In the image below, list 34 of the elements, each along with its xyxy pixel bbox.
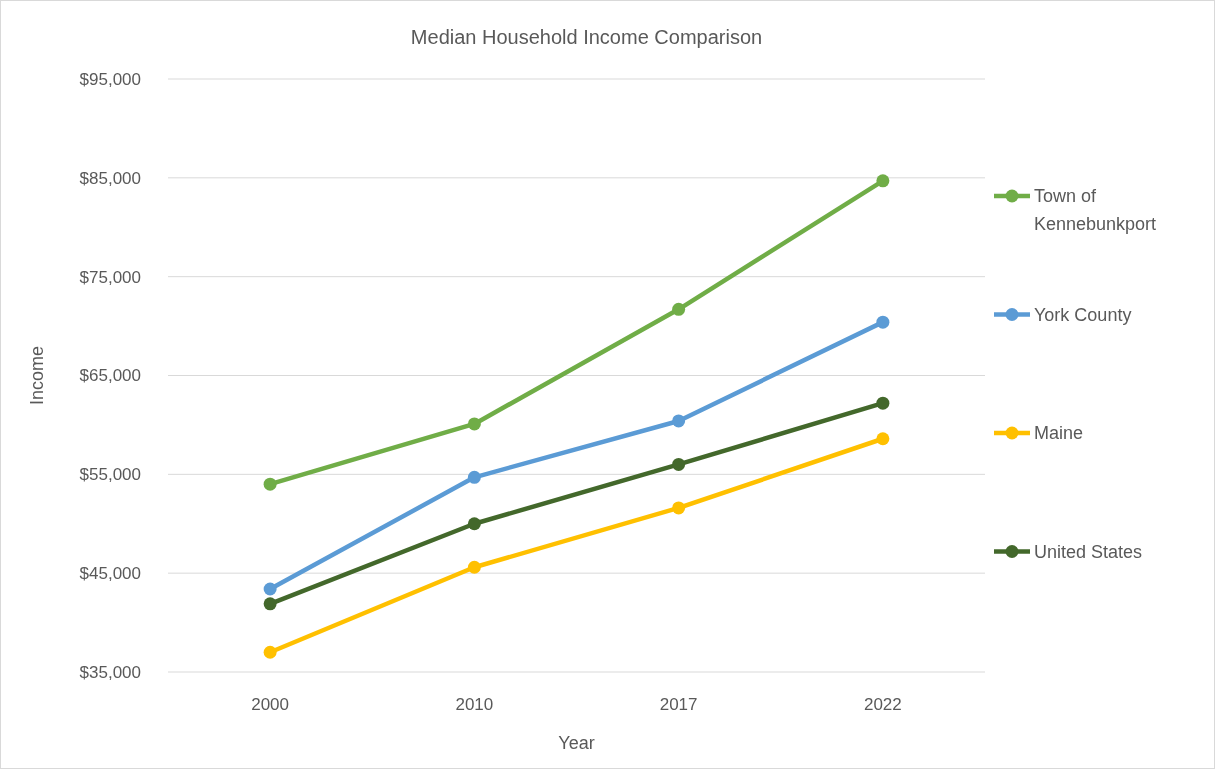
y-axis-title: Income: [27, 345, 47, 406]
y-tick-label: $85,000: [79, 168, 141, 188]
x-tick-label: 2010: [455, 695, 494, 714]
x-tick-label: 2017: [659, 695, 698, 714]
point: [263, 597, 277, 611]
point: [467, 560, 481, 574]
point: [263, 582, 277, 596]
y-tick-label: $95,000: [79, 69, 141, 89]
legend-label: United States: [1034, 541, 1143, 562]
x-tick-label: 2000: [251, 695, 290, 714]
point: [672, 414, 686, 428]
y-tick-label: $65,000: [79, 366, 141, 386]
legend-label: York County: [1034, 304, 1132, 325]
x-tick-label: 2022: [863, 695, 902, 714]
point: [876, 396, 890, 410]
legend-label: Town of Kennebunkport: [1034, 186, 1157, 235]
point: [876, 174, 890, 188]
point: [672, 501, 686, 515]
y-tick-label: $75,000: [79, 267, 141, 287]
point: [876, 315, 890, 329]
y-tick-label: $45,000: [79, 564, 141, 584]
point: [467, 517, 481, 531]
legend-label: Maine: [1034, 423, 1084, 444]
point: [672, 457, 686, 471]
point: [672, 302, 686, 316]
point: [263, 477, 277, 491]
point: [876, 432, 890, 446]
chart-title: Median Household Income Comparison: [410, 26, 763, 48]
point: [467, 417, 481, 431]
point: [263, 645, 277, 659]
y-tick-label: $55,000: [79, 465, 141, 485]
y-tick-label: $35,000: [79, 662, 141, 682]
x-axis-title: Year: [558, 733, 595, 753]
point: [467, 470, 481, 484]
